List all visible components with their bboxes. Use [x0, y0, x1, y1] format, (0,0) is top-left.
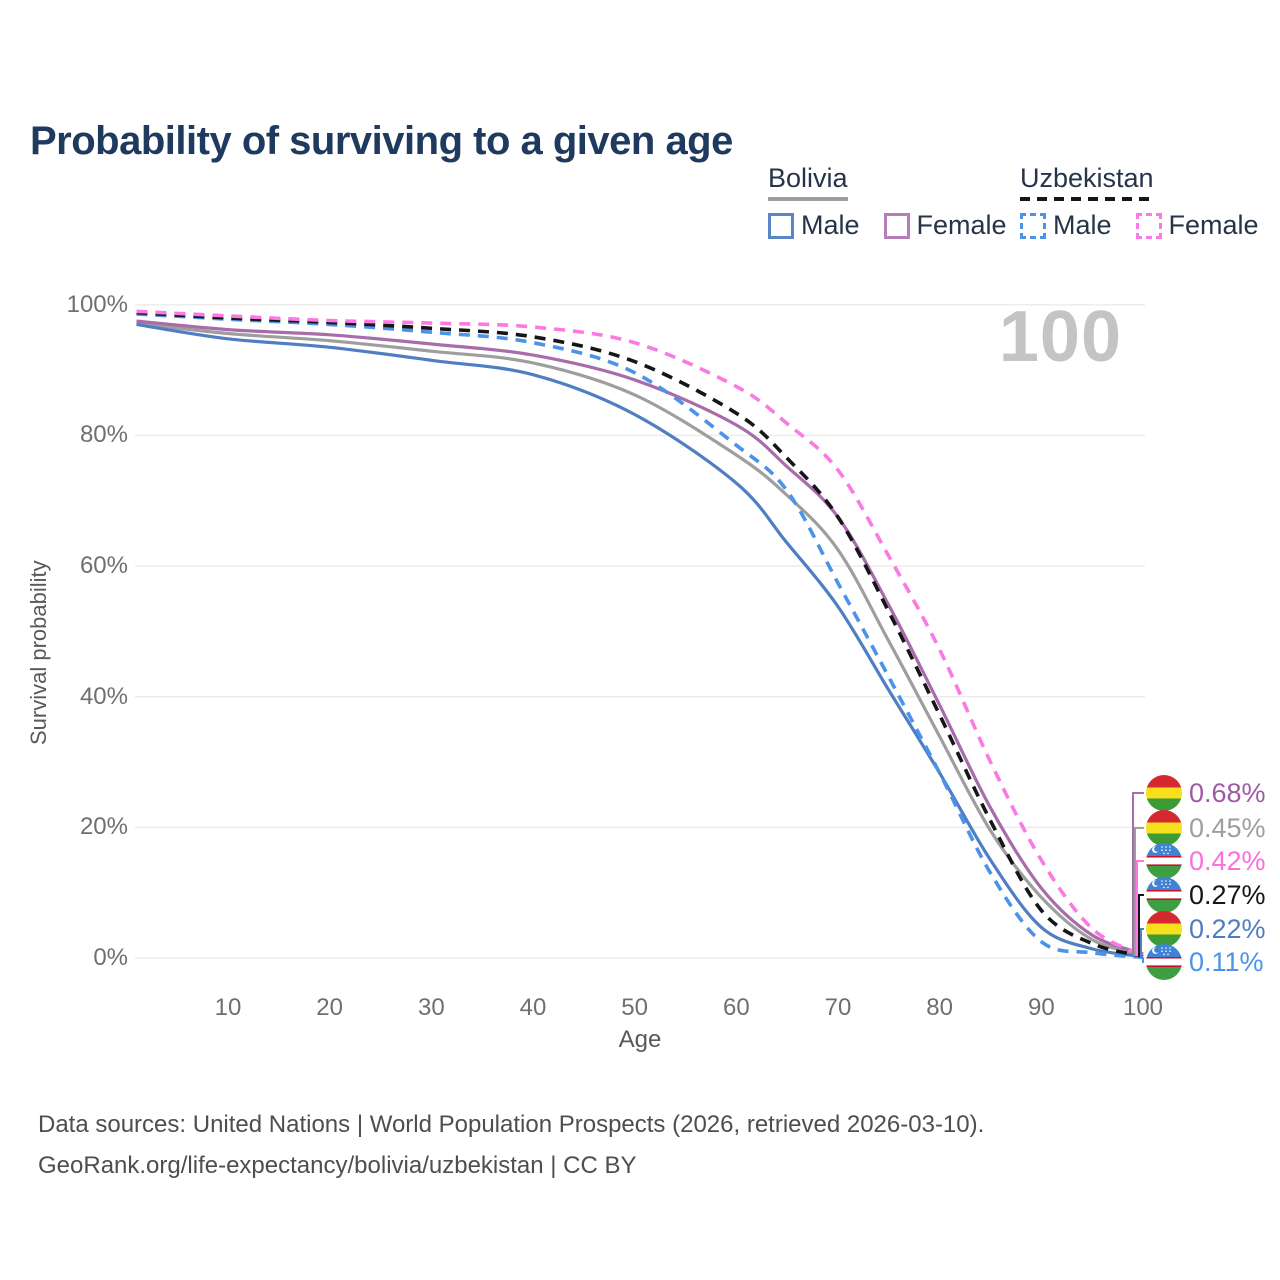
legend-items-bolivia: Male Female — [768, 210, 1007, 241]
y-tick-100: 100% — [66, 290, 128, 318]
x-tick-90: 90 — [1027, 994, 1055, 1021]
legend-underline-bolivia — [768, 197, 848, 201]
uzbekistan-flag-icon — [1146, 944, 1182, 980]
legend-group-uzbekistan: Uzbekistan Male Female — [1020, 163, 1259, 241]
uzbekistan-flag-icon — [1146, 843, 1182, 879]
legend-item-bolivia-male[interactable]: Male — [768, 210, 860, 241]
series-line-bolivia-female[interactable] — [136, 319, 1144, 956]
legend-swatch-bolivia-male — [768, 212, 794, 239]
x-tick-10: 10 — [214, 994, 242, 1021]
end-value-uzbekistan-total: 0.27% — [1189, 879, 1266, 910]
y-tick-0: 0% — [93, 944, 128, 971]
end-value-bolivia-male: 0.22% — [1189, 913, 1266, 944]
y-tick-60: 60% — [79, 552, 128, 580]
series-line-bolivia-male[interactable] — [136, 322, 1144, 959]
x-tick-100: 100 — [1122, 994, 1164, 1021]
legend-heading-uzbekistan-wrap: Uzbekistan — [1020, 163, 1154, 201]
end-value-bolivia-total: 0.45% — [1189, 812, 1266, 843]
footer-data-sources: Data sources: United Nations | World Pop… — [38, 1111, 985, 1138]
end-row-uzbekistan-male[interactable]: 0.11% — [1146, 944, 1264, 980]
legend-item-uzbekistan-male[interactable]: Male — [1020, 210, 1112, 241]
x-tick-80: 80 — [926, 994, 953, 1021]
bolivia-flag-icon — [1146, 911, 1182, 947]
legend-label-uzbekistan-female: Female — [1168, 210, 1259, 240]
x-tick-50: 50 — [621, 994, 648, 1021]
end-value-uzbekistan-female: 0.42% — [1189, 845, 1266, 876]
legend-underline-uzbekistan — [1020, 197, 1154, 201]
legend-heading-uzbekistan: Uzbekistan — [1020, 163, 1154, 193]
legend-item-uzbekistan-female[interactable]: Female — [1135, 210, 1259, 241]
footer: Data sources: United Nations | World Pop… — [38, 1104, 984, 1186]
x-axis-title: Age — [618, 1026, 662, 1053]
end-connector-uzbekistan-male — [1142, 957, 1144, 963]
legend-items-uzbekistan: Male Female — [1020, 210, 1259, 241]
series-line-uzbekistan-male[interactable] — [136, 312, 1144, 960]
legend-label-bolivia-female: Female — [916, 210, 1007, 240]
x-tick-40: 40 — [519, 994, 547, 1021]
legend-swatch-uzbekistan-female — [1135, 212, 1162, 239]
end-value-bolivia-female: 0.68% — [1189, 777, 1266, 808]
x-tick-30: 30 — [417, 994, 445, 1021]
uzbekistan-flag-icon — [1146, 877, 1182, 913]
footer-attribution: GeoRank.org/life-expectancy/bolivia/uzbe… — [38, 1152, 637, 1179]
bolivia-flag-icon — [1146, 775, 1182, 811]
end-row-bolivia-total[interactable]: 0.45% — [1146, 810, 1266, 846]
page-title: Probability of surviving to a given age — [30, 118, 733, 163]
end-row-bolivia-female[interactable]: 0.68% — [1146, 775, 1266, 811]
y-tick-40: 40% — [79, 682, 128, 710]
series-line-uzbekistan-female[interactable] — [136, 309, 1144, 957]
x-tick-70: 70 — [824, 994, 852, 1021]
legend-label-uzbekistan-male: Male — [1053, 210, 1112, 240]
end-row-uzbekistan-female[interactable]: 0.42% — [1146, 843, 1266, 879]
x-tick-60: 60 — [722, 994, 750, 1021]
y-tick-20: 20% — [79, 813, 128, 841]
end-row-uzbekistan-total[interactable]: 0.27% — [1146, 877, 1266, 913]
end-value-uzbekistan-male: 0.11% — [1189, 946, 1264, 977]
legend-heading-bolivia: Bolivia — [768, 163, 848, 193]
legend-swatch-uzbekistan-male — [1020, 212, 1046, 239]
legend-group-bolivia: Bolivia Male Female — [768, 163, 1007, 241]
bolivia-flag-icon — [1146, 810, 1182, 846]
legend-heading-bolivia-wrap: Bolivia — [768, 163, 848, 201]
legend-label-bolivia-male: Male — [801, 210, 860, 240]
end-row-bolivia-male[interactable]: 0.22% — [1146, 911, 1266, 947]
end-connector-bolivia-male — [1140, 928, 1144, 958]
legend-swatch-bolivia-female — [883, 212, 910, 239]
x-tick-20: 20 — [316, 994, 343, 1021]
y-tick-80: 80% — [79, 421, 128, 449]
series-line-uzbekistan-total[interactable] — [136, 310, 1144, 958]
age-watermark: 100 — [998, 297, 1122, 377]
legend-item-bolivia-female[interactable]: Female — [883, 210, 1007, 241]
